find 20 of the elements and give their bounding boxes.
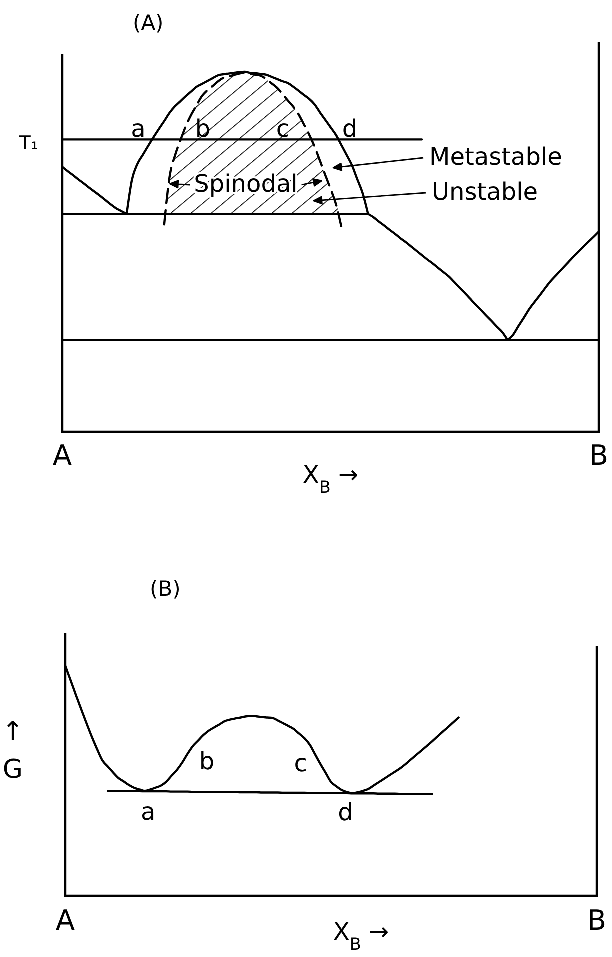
annotation: a <box>141 798 156 826</box>
annotation: d <box>342 115 358 143</box>
x-tick-label: A <box>56 904 76 937</box>
y-axis-title: ↑ G <box>2 717 24 785</box>
x-tick-label: B <box>587 904 607 937</box>
annotation: c <box>276 115 290 143</box>
annotation: Unstable <box>432 178 538 206</box>
annotation: b <box>199 748 215 776</box>
annotation: b <box>195 115 211 143</box>
annotation: a <box>131 115 146 143</box>
chart-title: (A) <box>133 11 164 35</box>
x-tick-label: A <box>52 438 72 472</box>
x-tick-label: B <box>589 438 609 472</box>
x-axis-title: X$_{B}$ → <box>333 918 390 954</box>
annotation: c <box>294 749 308 778</box>
annotation: d <box>338 798 354 826</box>
x-axis-title: X$_{B}$ → <box>302 461 359 497</box>
chart-title: (B) <box>150 577 181 601</box>
annotation: Metastable <box>430 143 562 171</box>
series-label: T₁ <box>18 132 38 155</box>
